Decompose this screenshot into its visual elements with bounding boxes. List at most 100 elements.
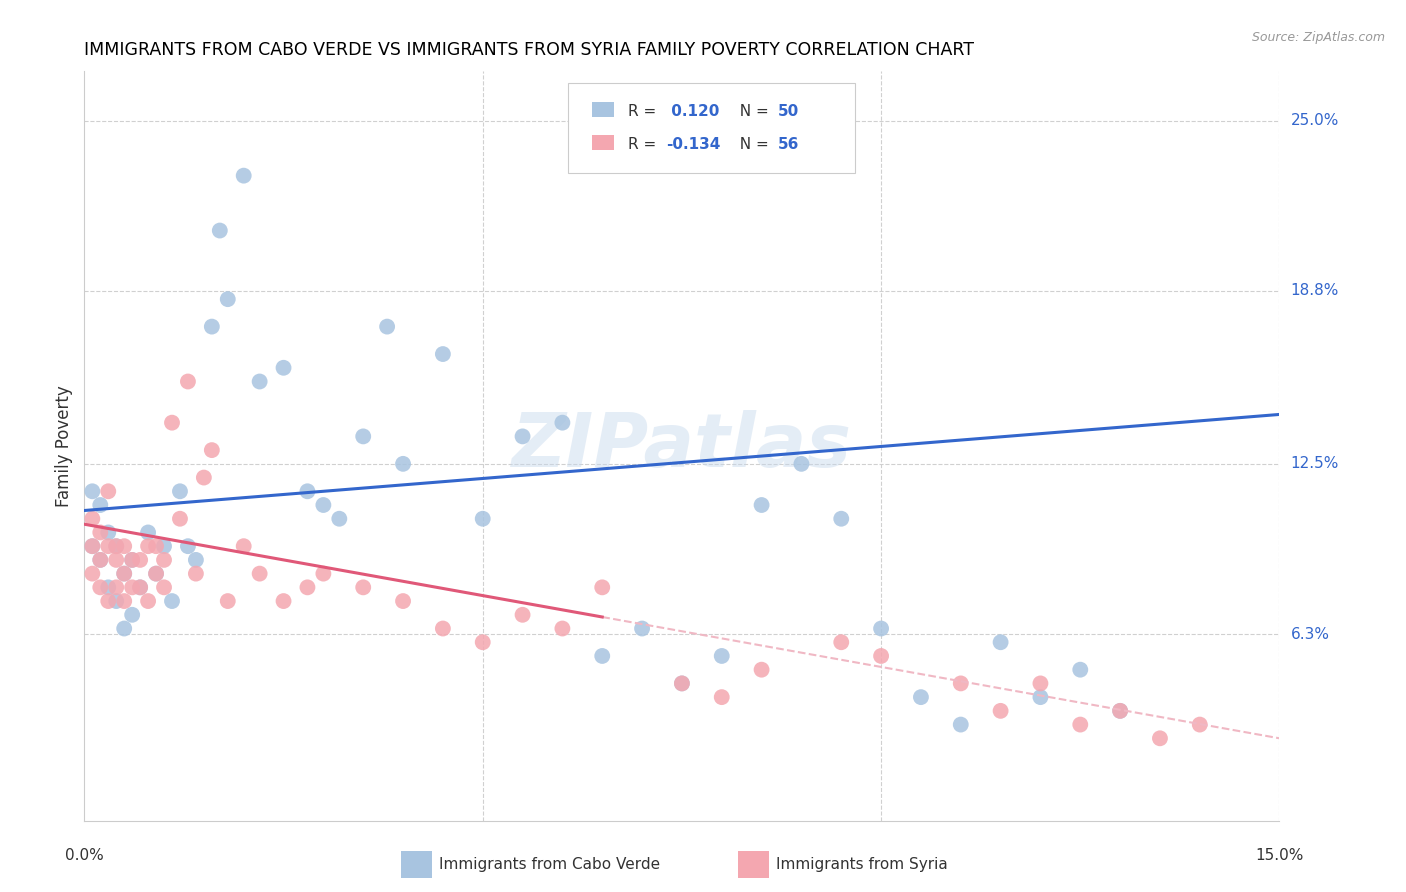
Text: 12.5%: 12.5%	[1291, 457, 1339, 471]
Point	[82, 512, 104, 526]
Point	[112, 594, 135, 608]
Point	[830, 635, 852, 649]
Point	[105, 539, 128, 553]
Text: 0.0%: 0.0%	[65, 848, 104, 863]
Text: -0.134: -0.134	[666, 136, 721, 152]
Text: Source: ZipAtlas.com: Source: ZipAtlas.com	[1251, 31, 1385, 45]
Point	[949, 676, 972, 690]
Point	[217, 594, 239, 608]
Point	[129, 580, 152, 594]
Point	[710, 648, 733, 663]
Point	[82, 539, 104, 553]
Text: R =: R =	[628, 136, 661, 152]
Text: 15.0%: 15.0%	[1256, 848, 1303, 863]
Point	[352, 580, 374, 594]
Point	[631, 622, 654, 636]
Text: R =: R =	[628, 103, 661, 119]
Point	[949, 717, 972, 731]
Point	[1188, 717, 1211, 731]
Point	[89, 498, 111, 512]
Y-axis label: Family Poverty: Family Poverty	[55, 385, 73, 507]
Point	[870, 648, 893, 663]
Point	[145, 566, 167, 581]
Point	[105, 580, 128, 594]
Point	[273, 594, 295, 608]
Point	[512, 607, 534, 622]
Point	[82, 484, 104, 499]
Text: 6.3%: 6.3%	[1291, 626, 1330, 641]
Point	[89, 553, 111, 567]
Point	[97, 580, 120, 594]
Point	[432, 347, 454, 361]
Point	[870, 622, 893, 636]
Point	[1069, 717, 1091, 731]
Point	[1029, 676, 1052, 690]
Text: IMMIGRANTS FROM CABO VERDE VS IMMIGRANTS FROM SYRIA FAMILY POVERTY CORRELATION C: IMMIGRANTS FROM CABO VERDE VS IMMIGRANTS…	[84, 41, 974, 59]
Point	[297, 484, 319, 499]
Point	[160, 594, 183, 608]
Point	[105, 553, 128, 567]
Text: Immigrants from Cabo Verde: Immigrants from Cabo Verde	[439, 857, 659, 871]
Point	[392, 594, 415, 608]
Point	[82, 566, 104, 581]
Point	[89, 580, 111, 594]
Point	[1109, 704, 1132, 718]
Point	[136, 525, 159, 540]
Point	[193, 470, 215, 484]
FancyBboxPatch shape	[592, 103, 614, 117]
Point	[184, 566, 207, 581]
Point	[177, 539, 200, 553]
Point	[129, 553, 152, 567]
Point	[232, 169, 254, 183]
Point	[112, 539, 135, 553]
Text: 0.120: 0.120	[666, 103, 720, 119]
Point	[249, 375, 271, 389]
Point	[201, 319, 224, 334]
Point	[136, 594, 159, 608]
Point	[512, 429, 534, 443]
Point	[136, 539, 159, 553]
Point	[177, 375, 200, 389]
Point	[273, 360, 295, 375]
Point	[112, 566, 135, 581]
Point	[910, 690, 932, 705]
Point	[551, 416, 574, 430]
Text: Immigrants from Syria: Immigrants from Syria	[776, 857, 948, 871]
Point	[105, 594, 128, 608]
Text: ZIPatlas: ZIPatlas	[512, 409, 852, 483]
Point	[145, 539, 167, 553]
Point	[169, 512, 191, 526]
Point	[97, 525, 120, 540]
Point	[1109, 704, 1132, 718]
Point	[1149, 731, 1171, 746]
Point	[121, 553, 143, 567]
Text: 56: 56	[778, 136, 799, 152]
Point	[551, 622, 574, 636]
Point	[432, 622, 454, 636]
Point	[121, 580, 143, 594]
Point	[217, 292, 239, 306]
Point	[352, 429, 374, 443]
Point	[129, 580, 152, 594]
Point	[89, 525, 111, 540]
Point	[145, 566, 167, 581]
Point	[471, 635, 494, 649]
Point	[89, 553, 111, 567]
Point	[591, 580, 613, 594]
Point	[671, 676, 693, 690]
Point	[591, 648, 613, 663]
Text: N =: N =	[730, 136, 773, 152]
Text: 25.0%: 25.0%	[1291, 113, 1339, 128]
Point	[201, 443, 224, 458]
Point	[208, 223, 231, 237]
FancyBboxPatch shape	[592, 136, 614, 150]
Point	[112, 622, 135, 636]
Point	[471, 512, 494, 526]
Point	[249, 566, 271, 581]
Point	[121, 553, 143, 567]
Point	[830, 512, 852, 526]
Point	[790, 457, 813, 471]
Point	[97, 484, 120, 499]
Point	[990, 635, 1012, 649]
Point	[153, 553, 176, 567]
